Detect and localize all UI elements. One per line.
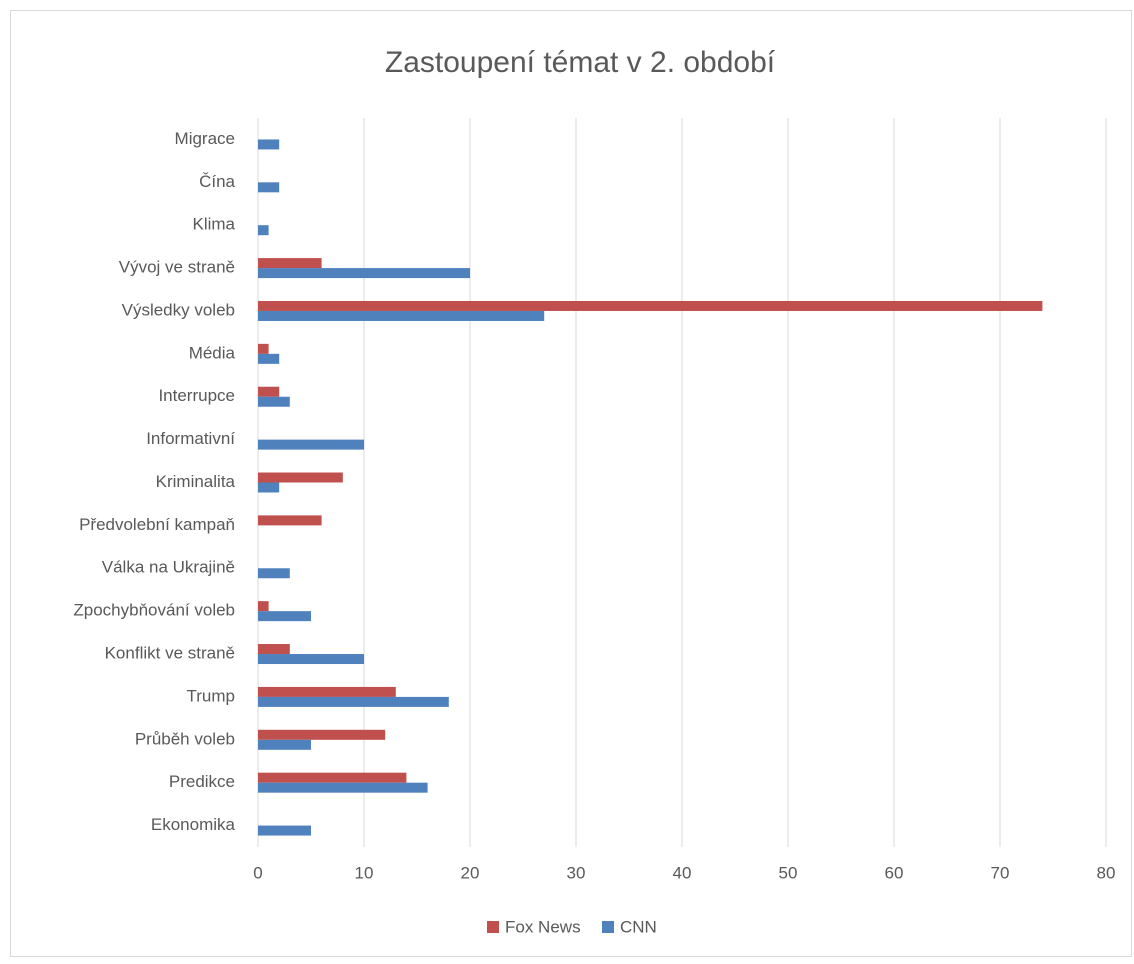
bar bbox=[258, 601, 269, 612]
bar bbox=[258, 439, 364, 450]
legend-swatch bbox=[602, 921, 614, 933]
y-tick-label: Průběh voleb bbox=[135, 729, 235, 748]
y-tick-label: Ekonomika bbox=[151, 815, 236, 834]
x-tick-label: 0 bbox=[253, 863, 262, 882]
bar bbox=[258, 353, 280, 364]
y-tick-label: Čína bbox=[199, 172, 235, 191]
x-tick-label: 10 bbox=[355, 863, 374, 882]
bar bbox=[258, 182, 280, 193]
legend-swatch bbox=[487, 921, 499, 933]
bar bbox=[258, 644, 290, 655]
bar bbox=[258, 386, 280, 397]
bar bbox=[258, 825, 311, 836]
bar bbox=[258, 300, 1043, 311]
x-tick-label: 50 bbox=[779, 863, 798, 882]
y-tick-label: Klima bbox=[192, 215, 235, 234]
y-tick-label: Migrace bbox=[175, 129, 235, 148]
bar bbox=[258, 696, 449, 707]
x-tick-label: 40 bbox=[673, 863, 692, 882]
bar bbox=[258, 396, 290, 407]
y-tick-label: Předvolební kampaň bbox=[79, 515, 235, 534]
bar bbox=[258, 772, 407, 783]
y-tick-label: Konflikt ve straně bbox=[105, 644, 235, 663]
bar bbox=[258, 482, 280, 493]
bar bbox=[258, 343, 269, 354]
x-tick-label: 70 bbox=[991, 863, 1010, 882]
bar bbox=[258, 782, 428, 793]
y-tick-label: Trump bbox=[187, 686, 236, 705]
y-tick-label: Predikce bbox=[169, 772, 235, 791]
bar bbox=[258, 515, 322, 526]
y-tick-label: Válka na Ukrajině bbox=[102, 558, 235, 577]
x-tick-label: 30 bbox=[567, 863, 586, 882]
legend-label: Fox News bbox=[505, 917, 581, 936]
bar bbox=[258, 472, 343, 483]
y-tick-label: Vývoj ve straně bbox=[119, 258, 235, 277]
x-tick-label: 60 bbox=[885, 863, 904, 882]
bar bbox=[258, 739, 311, 750]
y-tick-label: Média bbox=[189, 343, 236, 362]
bar bbox=[258, 686, 396, 697]
x-tick-label: 20 bbox=[461, 863, 480, 882]
y-tick-label: Kriminalita bbox=[156, 472, 236, 491]
bar bbox=[258, 729, 386, 740]
bar bbox=[258, 310, 545, 321]
bar bbox=[258, 654, 364, 665]
bar bbox=[258, 139, 280, 150]
chart-border bbox=[10, 10, 1132, 957]
y-tick-label: Interrupce bbox=[158, 386, 235, 405]
bar bbox=[258, 268, 470, 279]
chart-title: Zastoupení témat v 2. období bbox=[385, 46, 776, 79]
bar bbox=[258, 258, 322, 269]
legend-label: CNN bbox=[620, 917, 657, 936]
x-tick-label: 80 bbox=[1097, 863, 1116, 882]
y-tick-label: Výsledky voleb bbox=[122, 300, 235, 319]
bar bbox=[258, 611, 311, 622]
bar bbox=[258, 225, 269, 236]
y-tick-label: Informativní bbox=[146, 429, 235, 448]
bar bbox=[258, 568, 290, 579]
y-tick-label: Zpochybňování voleb bbox=[73, 601, 235, 620]
